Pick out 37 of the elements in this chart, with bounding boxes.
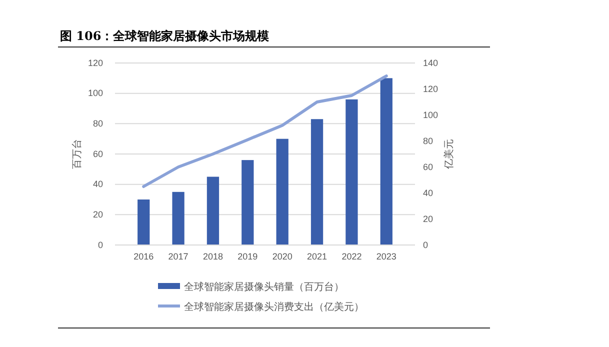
chart-title: 图 106：全球智能家居摄像头市场规模 xyxy=(60,29,270,43)
x-tick-label: 2021 xyxy=(307,251,328,262)
line-series xyxy=(142,74,388,188)
y-tick-label: 100 xyxy=(88,88,103,98)
x-tick-label: 2023 xyxy=(376,251,396,262)
y2-tick-label: 80 xyxy=(423,136,434,146)
bar xyxy=(138,200,150,245)
x-tick-label: 2017 xyxy=(168,251,188,262)
x-tick-label: 2020 xyxy=(272,251,292,262)
bar xyxy=(206,176,220,245)
y2-tick-label: 60 xyxy=(423,162,434,172)
y2-axis-title: 亿美元 xyxy=(443,139,455,170)
bar xyxy=(276,138,288,245)
legend-label: 全球智能家居摄像头消费支出（亿美元） xyxy=(184,301,364,313)
y2-tick-label: 0 xyxy=(423,240,428,250)
y-tick-label: 120 xyxy=(88,58,103,68)
legend-label: 全球智能家居摄像头销量（百万台） xyxy=(184,281,344,293)
bar xyxy=(346,99,358,245)
bar xyxy=(310,119,324,245)
bar xyxy=(172,192,184,245)
y-tick-label: 20 xyxy=(92,210,103,220)
y2-tick-label: 140 xyxy=(423,58,438,68)
y-tick-label: 0 xyxy=(98,240,103,250)
y2-tick-label: 20 xyxy=(423,214,434,224)
x-tick-label: 2019 xyxy=(238,251,258,262)
bar xyxy=(380,78,392,245)
x-tick-label: 2022 xyxy=(342,251,362,262)
y-axis-title: 百万台 xyxy=(71,139,83,169)
y2-tick-label: 120 xyxy=(423,84,438,94)
y2-tick-label: 40 xyxy=(423,188,434,198)
x-tick-label: 2018 xyxy=(202,251,223,262)
y-tick-label: 80 xyxy=(92,118,103,129)
y-tick-label: 60 xyxy=(92,148,103,159)
bar xyxy=(242,160,254,245)
y-tick-label: 40 xyxy=(92,179,103,190)
x-tick-label: 2016 xyxy=(134,251,154,262)
y2-tick-label: 100 xyxy=(423,110,438,120)
